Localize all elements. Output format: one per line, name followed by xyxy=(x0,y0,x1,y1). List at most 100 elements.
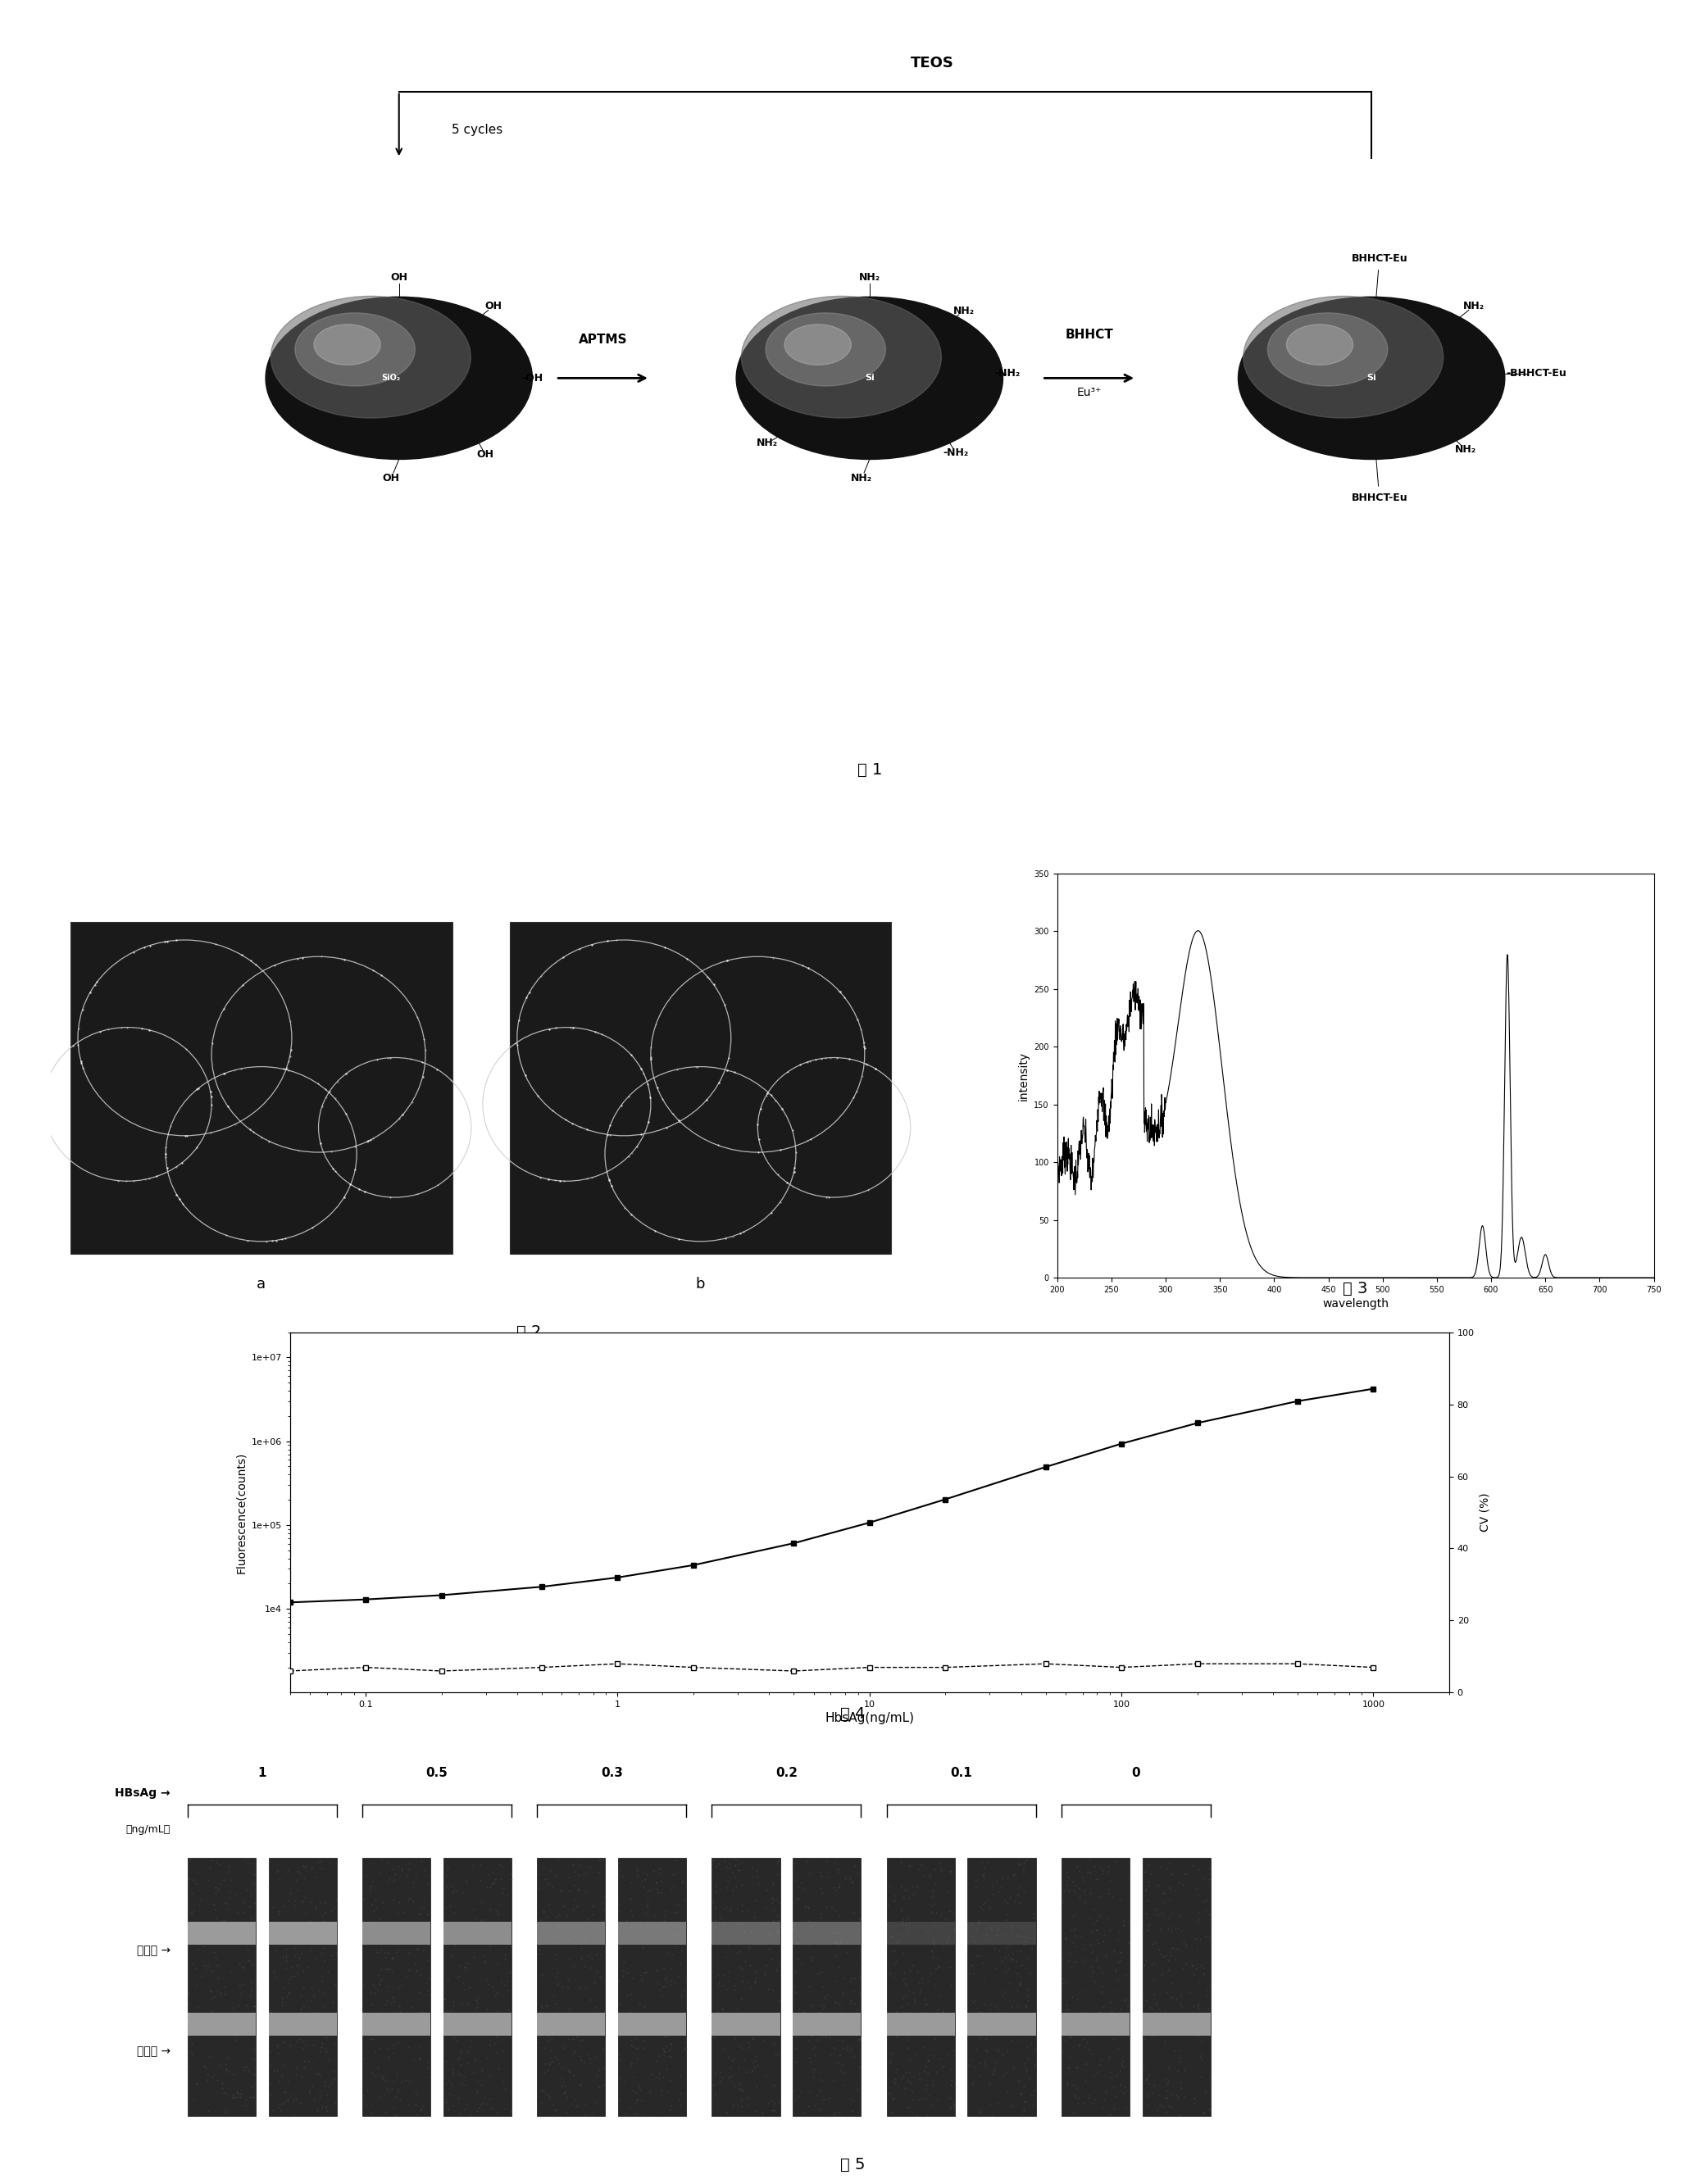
Point xyxy=(817,2020,844,2055)
Point xyxy=(211,1885,239,1920)
Point xyxy=(1011,2084,1038,2118)
Point xyxy=(484,1994,512,2029)
Point xyxy=(380,2035,407,2070)
Point xyxy=(636,2075,663,2110)
Point xyxy=(530,1904,558,1939)
Point xyxy=(309,1963,336,1998)
Point xyxy=(880,1946,907,1981)
Point xyxy=(1009,1852,1037,1887)
Point xyxy=(1014,1972,1042,2007)
Point xyxy=(399,1885,426,1920)
Point xyxy=(530,1894,558,1928)
Point xyxy=(1076,2081,1103,2116)
Point xyxy=(902,2011,929,2046)
Point xyxy=(312,2033,339,2068)
Point xyxy=(725,1845,752,1880)
Point xyxy=(350,2040,377,2075)
Point xyxy=(892,2055,919,2090)
Point xyxy=(240,1987,268,2022)
Point xyxy=(619,2073,646,2108)
Point xyxy=(372,2062,399,2097)
Point xyxy=(916,1856,943,1891)
Bar xyxy=(713,1856,781,2116)
Point xyxy=(585,2070,612,2105)
Point xyxy=(844,1856,871,1891)
Point xyxy=(805,2053,832,2088)
Point xyxy=(404,1955,431,1990)
Point xyxy=(561,1883,588,1918)
Point xyxy=(1149,1876,1176,1911)
Point xyxy=(742,2094,769,2129)
Point xyxy=(846,2014,873,2049)
Point xyxy=(999,1856,1026,1891)
Point xyxy=(1132,1854,1159,1889)
Point xyxy=(1168,1990,1195,2025)
Point xyxy=(298,1850,326,1885)
Point xyxy=(459,2022,486,2057)
Point xyxy=(883,1994,910,2029)
Point xyxy=(643,1907,670,1942)
Point xyxy=(176,1985,203,2020)
Point xyxy=(440,1896,467,1931)
Text: BHHCT-Eu: BHHCT-Eu xyxy=(1352,253,1407,264)
Point xyxy=(1149,1939,1176,1974)
Point xyxy=(375,2040,402,2075)
Point xyxy=(288,1937,315,1972)
Point xyxy=(735,2081,762,2116)
Point xyxy=(571,1920,598,1955)
Point xyxy=(745,1867,772,1902)
Point xyxy=(929,1928,957,1963)
Text: OH: OH xyxy=(484,301,501,312)
Point xyxy=(411,1891,438,1926)
Point xyxy=(938,2068,965,2103)
Point xyxy=(431,1913,459,1948)
Point xyxy=(552,2094,580,2129)
Point xyxy=(571,1876,598,1911)
Point xyxy=(839,1894,866,1928)
Point xyxy=(1006,1966,1033,2001)
Point xyxy=(481,2001,508,2035)
Point xyxy=(1158,1937,1185,1972)
Point xyxy=(300,2081,327,2116)
Point xyxy=(452,1950,479,1985)
Point xyxy=(1115,2090,1142,2125)
Point xyxy=(992,1902,1020,1937)
Point xyxy=(578,2097,605,2132)
Point xyxy=(542,1937,569,1972)
Point xyxy=(634,1874,662,1909)
Point xyxy=(402,2088,430,2123)
Point xyxy=(1156,1870,1183,1904)
Point xyxy=(409,1994,436,2029)
Point xyxy=(307,1935,334,1970)
Point xyxy=(1132,1872,1159,1907)
Point xyxy=(610,1959,638,1994)
Point xyxy=(895,2090,922,2125)
Point xyxy=(1147,1911,1175,1946)
Point xyxy=(551,2001,578,2035)
Point xyxy=(493,1878,520,1913)
Point xyxy=(1146,1898,1173,1933)
Point xyxy=(648,2079,675,2114)
Point xyxy=(760,2088,788,2123)
Point xyxy=(312,2031,339,2066)
Point xyxy=(493,1963,520,1998)
Point xyxy=(382,1935,409,1970)
Point xyxy=(302,1889,329,1924)
Point xyxy=(897,2042,924,2077)
Point xyxy=(709,1968,737,2003)
Point xyxy=(217,1874,244,1909)
Point xyxy=(368,1841,396,1876)
Point xyxy=(658,1872,685,1907)
Point xyxy=(1154,2064,1182,2099)
Point xyxy=(634,2016,662,2051)
Point xyxy=(977,1992,1004,2027)
Point xyxy=(939,2033,967,2068)
Point xyxy=(450,2092,477,2127)
Point xyxy=(1158,1913,1185,1948)
Point xyxy=(237,1998,264,2033)
Point xyxy=(184,1990,211,2025)
Point xyxy=(552,2079,580,2114)
Point xyxy=(373,2070,401,2105)
Point xyxy=(375,1952,402,1987)
Point xyxy=(471,2005,498,2040)
